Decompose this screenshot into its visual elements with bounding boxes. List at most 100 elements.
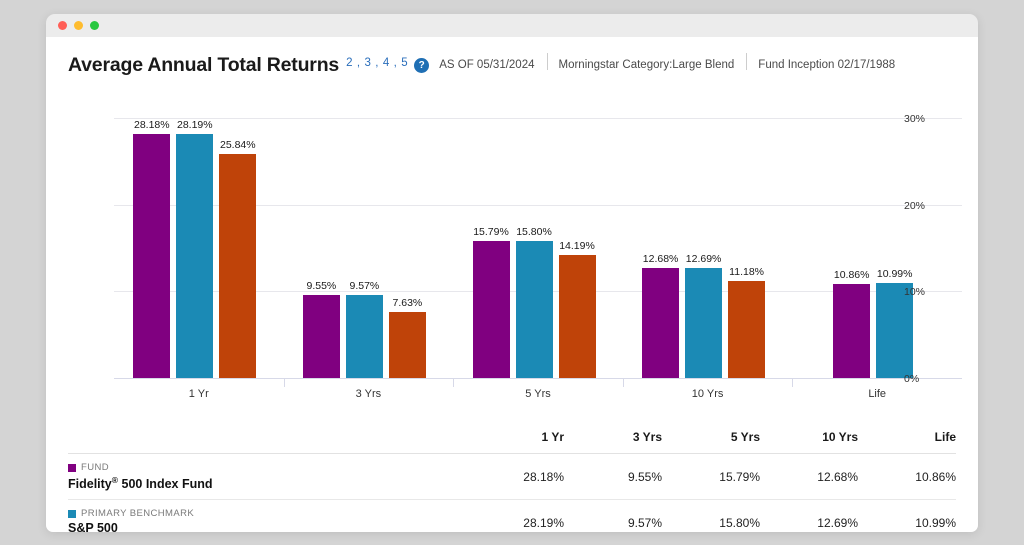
table-cell-series: PRIMARY BENCHMARK S&P 500 [68, 499, 466, 532]
minimize-window-button[interactable] [74, 21, 83, 30]
bar-value-label: 25.84% [219, 139, 256, 152]
header-divider [546, 53, 548, 70]
bar-item[interactable]: 10.86% [833, 269, 871, 378]
bar[interactable] [642, 268, 680, 378]
bar[interactable] [345, 295, 383, 378]
page-content: Average Annual Total Returns 2 , 3 , 4 ,… [46, 37, 978, 532]
footnote-sep: , [389, 57, 402, 69]
table-cell-value: 15.79% [662, 453, 760, 501]
footnote-ref-4[interactable]: 4 [382, 57, 390, 69]
gridline [114, 118, 962, 119]
table-cell-series: FUND Fidelity® 500 Index Fund [68, 453, 466, 501]
footnote-ref-2[interactable]: 2 [346, 57, 354, 69]
returns-bar-chart: 28.18% 28.19% 25.84% 9.55% 9.57% 7.63% 15.79% 1… [46, 99, 978, 421]
bar-value-label: 10.86% [833, 268, 870, 281]
gridline [114, 204, 962, 206]
window-titlebar [46, 14, 978, 37]
table-cell-value: 9.55% [564, 453, 662, 501]
y-axis-tick-label: 30% [904, 113, 926, 125]
bar-value-label: 9.55% [306, 280, 337, 293]
x-axis-tick-label: 3 Yrs [355, 388, 382, 400]
morningstar-category: Morningstar Category:Large Blend [558, 59, 735, 71]
table-cell-value: 28.19% [466, 499, 564, 532]
table-header-10yrs: 10 Yrs [760, 430, 858, 454]
table-cell-value: 9.57% [564, 499, 662, 532]
bar[interactable] [833, 283, 871, 378]
x-axis-tick-label: Life [868, 388, 887, 400]
x-axis-group-tick [453, 379, 455, 387]
table-cell-value: 12.68% [760, 453, 858, 501]
browser-window: Average Annual Total Returns 2 , 3 , 4 ,… [46, 14, 978, 532]
table-row: FUND Fidelity® 500 Index Fund 28.18% 9.55% 1… [68, 453, 956, 501]
question-mark-icon[interactable]: ? [414, 58, 430, 73]
table-header-series [68, 430, 466, 454]
bar[interactable] [302, 295, 340, 378]
bar-item[interactable]: 12.68% [642, 253, 680, 378]
bar-item[interactable]: 10.99% [876, 268, 914, 378]
table-cell-value: 12.69% [760, 499, 858, 532]
bar-value-label: 10.99% [876, 267, 913, 280]
footnote-references: 2 , 3 , 4 , 5 [346, 57, 408, 69]
returns-table: 1 Yr 3 Yrs 5 Yrs 10 Yrs Life FUND Fidelit… [68, 430, 956, 532]
bar-item[interactable]: 15.79% [472, 226, 510, 378]
bar[interactable] [219, 154, 257, 378]
bar-value-label: 9.57% [349, 280, 380, 293]
bar-item[interactable]: 12.69% [685, 253, 723, 378]
footnote-ref-3[interactable]: 3 [364, 57, 372, 69]
table-cell-value: 15.80% [662, 499, 760, 532]
series-tag-label: PRIMARY BENCHMARK [81, 508, 195, 520]
bar-item[interactable]: 9.55% [302, 280, 340, 378]
bar[interactable] [876, 282, 914, 378]
legend-color-swatch [68, 509, 76, 518]
bar-value-label: 15.79% [473, 226, 509, 239]
table-header-1yr: 1 Yr [466, 430, 564, 454]
bar-group: 9.55% 9.57% 7.63% [302, 280, 426, 378]
legend-color-swatch [68, 463, 76, 472]
registered-trademark-icon: ® [111, 475, 119, 485]
y-axis-tick-label: 10% [904, 286, 926, 299]
x-axis-group-tick [283, 379, 285, 387]
bar[interactable] [388, 311, 426, 378]
bar-item[interactable]: 28.18% [133, 119, 171, 378]
bar-item[interactable]: 7.63% [388, 297, 426, 378]
bar-value-label: 28.18% [133, 118, 170, 131]
footnote-ref-5[interactable]: 5 [401, 57, 409, 69]
y-axis-tick-label: 20% [904, 199, 926, 212]
card-header: Average Annual Total Returns 2 , 3 , 4 ,… [46, 37, 978, 85]
bar-item[interactable]: 15.80% [515, 226, 553, 378]
bar-value-label: 11.18% [729, 266, 765, 279]
bar-item[interactable]: 25.84% [219, 139, 257, 378]
series-tag-label: FUND [81, 462, 109, 473]
bar[interactable] [176, 133, 214, 378]
bar[interactable] [558, 255, 596, 378]
bar[interactable] [515, 241, 553, 378]
bar-item[interactable]: 11.18% [728, 266, 766, 378]
series-name: Fidelity® 500 Index Fund [68, 475, 213, 492]
bar-value-label: 28.19% [176, 118, 213, 131]
fund-inception: Fund Inception 02/17/1988 [758, 59, 896, 71]
bar[interactable] [728, 281, 766, 378]
close-window-button[interactable] [58, 21, 67, 30]
x-axis-tick-label: 10 Yrs [691, 388, 724, 400]
table-cell-value: 10.86% [858, 453, 956, 501]
table-header-life: Life [858, 430, 956, 454]
bar-item[interactable]: 28.19% [176, 119, 214, 378]
bar-item[interactable]: 9.57% [345, 280, 383, 378]
y-axis-tick-label: 0% [904, 373, 920, 385]
x-axis-group-tick [622, 379, 624, 387]
as-of-date: AS OF 05/31/2024 [439, 59, 535, 71]
series-name[interactable]: S&P 500 [68, 521, 118, 532]
bar-group: 15.79% 15.80% 14.19% [472, 226, 596, 378]
footnote-sep: , [353, 57, 365, 69]
bar[interactable] [133, 133, 171, 378]
maximize-window-button[interactable] [90, 21, 99, 30]
bar[interactable] [685, 268, 723, 378]
bar-item[interactable]: 14.19% [558, 240, 596, 378]
bar-group: 28.18% 28.19% 25.84% [133, 119, 257, 378]
bar-value-label: 15.80% [516, 226, 552, 239]
x-axis-tick-label: 5 Yrs [525, 388, 551, 400]
bar[interactable] [472, 241, 510, 378]
page-title: Average Annual Total Returns [68, 54, 340, 76]
bar-value-label: 14.19% [559, 240, 595, 253]
footnote-sep: , [371, 57, 383, 69]
